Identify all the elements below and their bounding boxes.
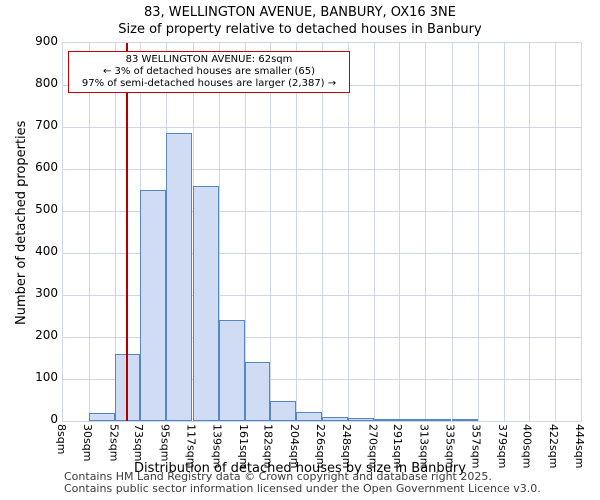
histogram-bar: [269, 400, 296, 421]
histogram-bar: [451, 419, 478, 421]
histogram-bar: [399, 419, 426, 421]
gridline-vertical: [451, 43, 453, 421]
x-tick-label: 335sqm: [443, 424, 457, 469]
x-tick-label: 313sqm: [417, 424, 431, 469]
gridline-vertical: [115, 43, 117, 421]
x-tick-label: 139sqm: [210, 424, 224, 469]
histogram-bar: [218, 320, 245, 421]
x-tick-label: 379sqm: [495, 424, 509, 469]
footer-attribution-1: Contains HM Land Registry data © Crown c…: [64, 470, 492, 483]
gridline-vertical: [244, 43, 246, 421]
annotation-line-1: 83 WELLINGTON AVENUE: 62sqm: [125, 54, 293, 65]
gridline-vertical: [374, 43, 376, 421]
plot-area: 83 WELLINGTON AVENUE: 62sqm ← 3% of deta…: [62, 42, 582, 422]
histogram-bar: [295, 411, 322, 421]
x-axis-label: Distribution of detached houses by size …: [134, 461, 466, 476]
x-tick-label: 161sqm: [236, 424, 250, 469]
x-tick-label: 30sqm: [81, 424, 95, 462]
gridline-vertical: [295, 43, 297, 421]
gridline-vertical: [218, 43, 220, 421]
chart-subtitle: Size of property relative to detached ho…: [118, 22, 482, 37]
chart-title: 83, WELLINGTON AVENUE, BANBURY, OX16 3NE: [143, 5, 456, 20]
x-tick-label: 248sqm: [340, 424, 354, 469]
histogram-bar: [348, 418, 375, 421]
x-tick-label: 117sqm: [184, 424, 198, 469]
x-tick-label: 182sqm: [261, 424, 275, 469]
x-tick-label: 422sqm: [546, 424, 560, 469]
x-tick-label: 73sqm: [132, 424, 146, 462]
histogram-bar: [166, 133, 193, 421]
y-tick-label: 0: [50, 412, 58, 426]
annotation-box: 83 WELLINGTON AVENUE: 62sqm ← 3% of deta…: [68, 51, 350, 93]
x-tick-label: 444sqm: [573, 424, 586, 469]
gridline-vertical: [399, 43, 401, 421]
gridline-vertical: [89, 43, 91, 421]
histogram-bar: [89, 412, 116, 421]
property-size-marker-line: [126, 43, 129, 421]
annotation-line-2: ← 3% of detached houses are smaller (65): [103, 66, 315, 77]
x-tick-label: 291sqm: [391, 424, 405, 469]
y-tick-label: 500: [35, 202, 58, 216]
histogram-bar: [425, 419, 452, 421]
gridline-vertical: [425, 43, 427, 421]
histogram-bar: [374, 419, 400, 421]
x-tick-label: 52sqm: [107, 424, 121, 462]
x-tick-label: 8sqm: [55, 424, 68, 455]
annotation-line-3: 97% of semi-detached houses are larger (…: [81, 78, 337, 89]
x-tick-label: 270sqm: [366, 424, 380, 469]
gridline-vertical: [477, 43, 479, 421]
gridline-vertical: [322, 43, 323, 421]
gridline-vertical: [554, 43, 556, 421]
footer-attribution-2: Contains public sector information licen…: [64, 482, 541, 495]
histogram-bar: [192, 185, 219, 421]
gridline-vertical: [503, 43, 505, 421]
y-tick-label: 100: [35, 370, 58, 384]
y-tick-label: 300: [35, 286, 58, 300]
x-tick-label: 226sqm: [314, 424, 327, 469]
gridline-vertical: [269, 43, 271, 421]
histogram-bar: [140, 190, 167, 421]
x-tick-label: 357sqm: [469, 424, 483, 469]
y-tick-label: 700: [35, 118, 58, 132]
y-tick-label: 800: [35, 76, 58, 90]
x-tick-label: 95sqm: [158, 424, 172, 462]
gridline-vertical: [528, 43, 530, 421]
y-tick-label: 900: [35, 34, 58, 48]
y-tick-label: 200: [35, 328, 58, 342]
histogram-bar: [244, 362, 270, 421]
x-tick-label: 400sqm: [520, 424, 534, 469]
histogram-bar: [322, 416, 349, 421]
gridline-vertical: [348, 43, 350, 421]
y-tick-label: 600: [35, 160, 58, 174]
x-tick-label: 204sqm: [287, 424, 301, 469]
y-tick-label: 400: [35, 244, 58, 258]
